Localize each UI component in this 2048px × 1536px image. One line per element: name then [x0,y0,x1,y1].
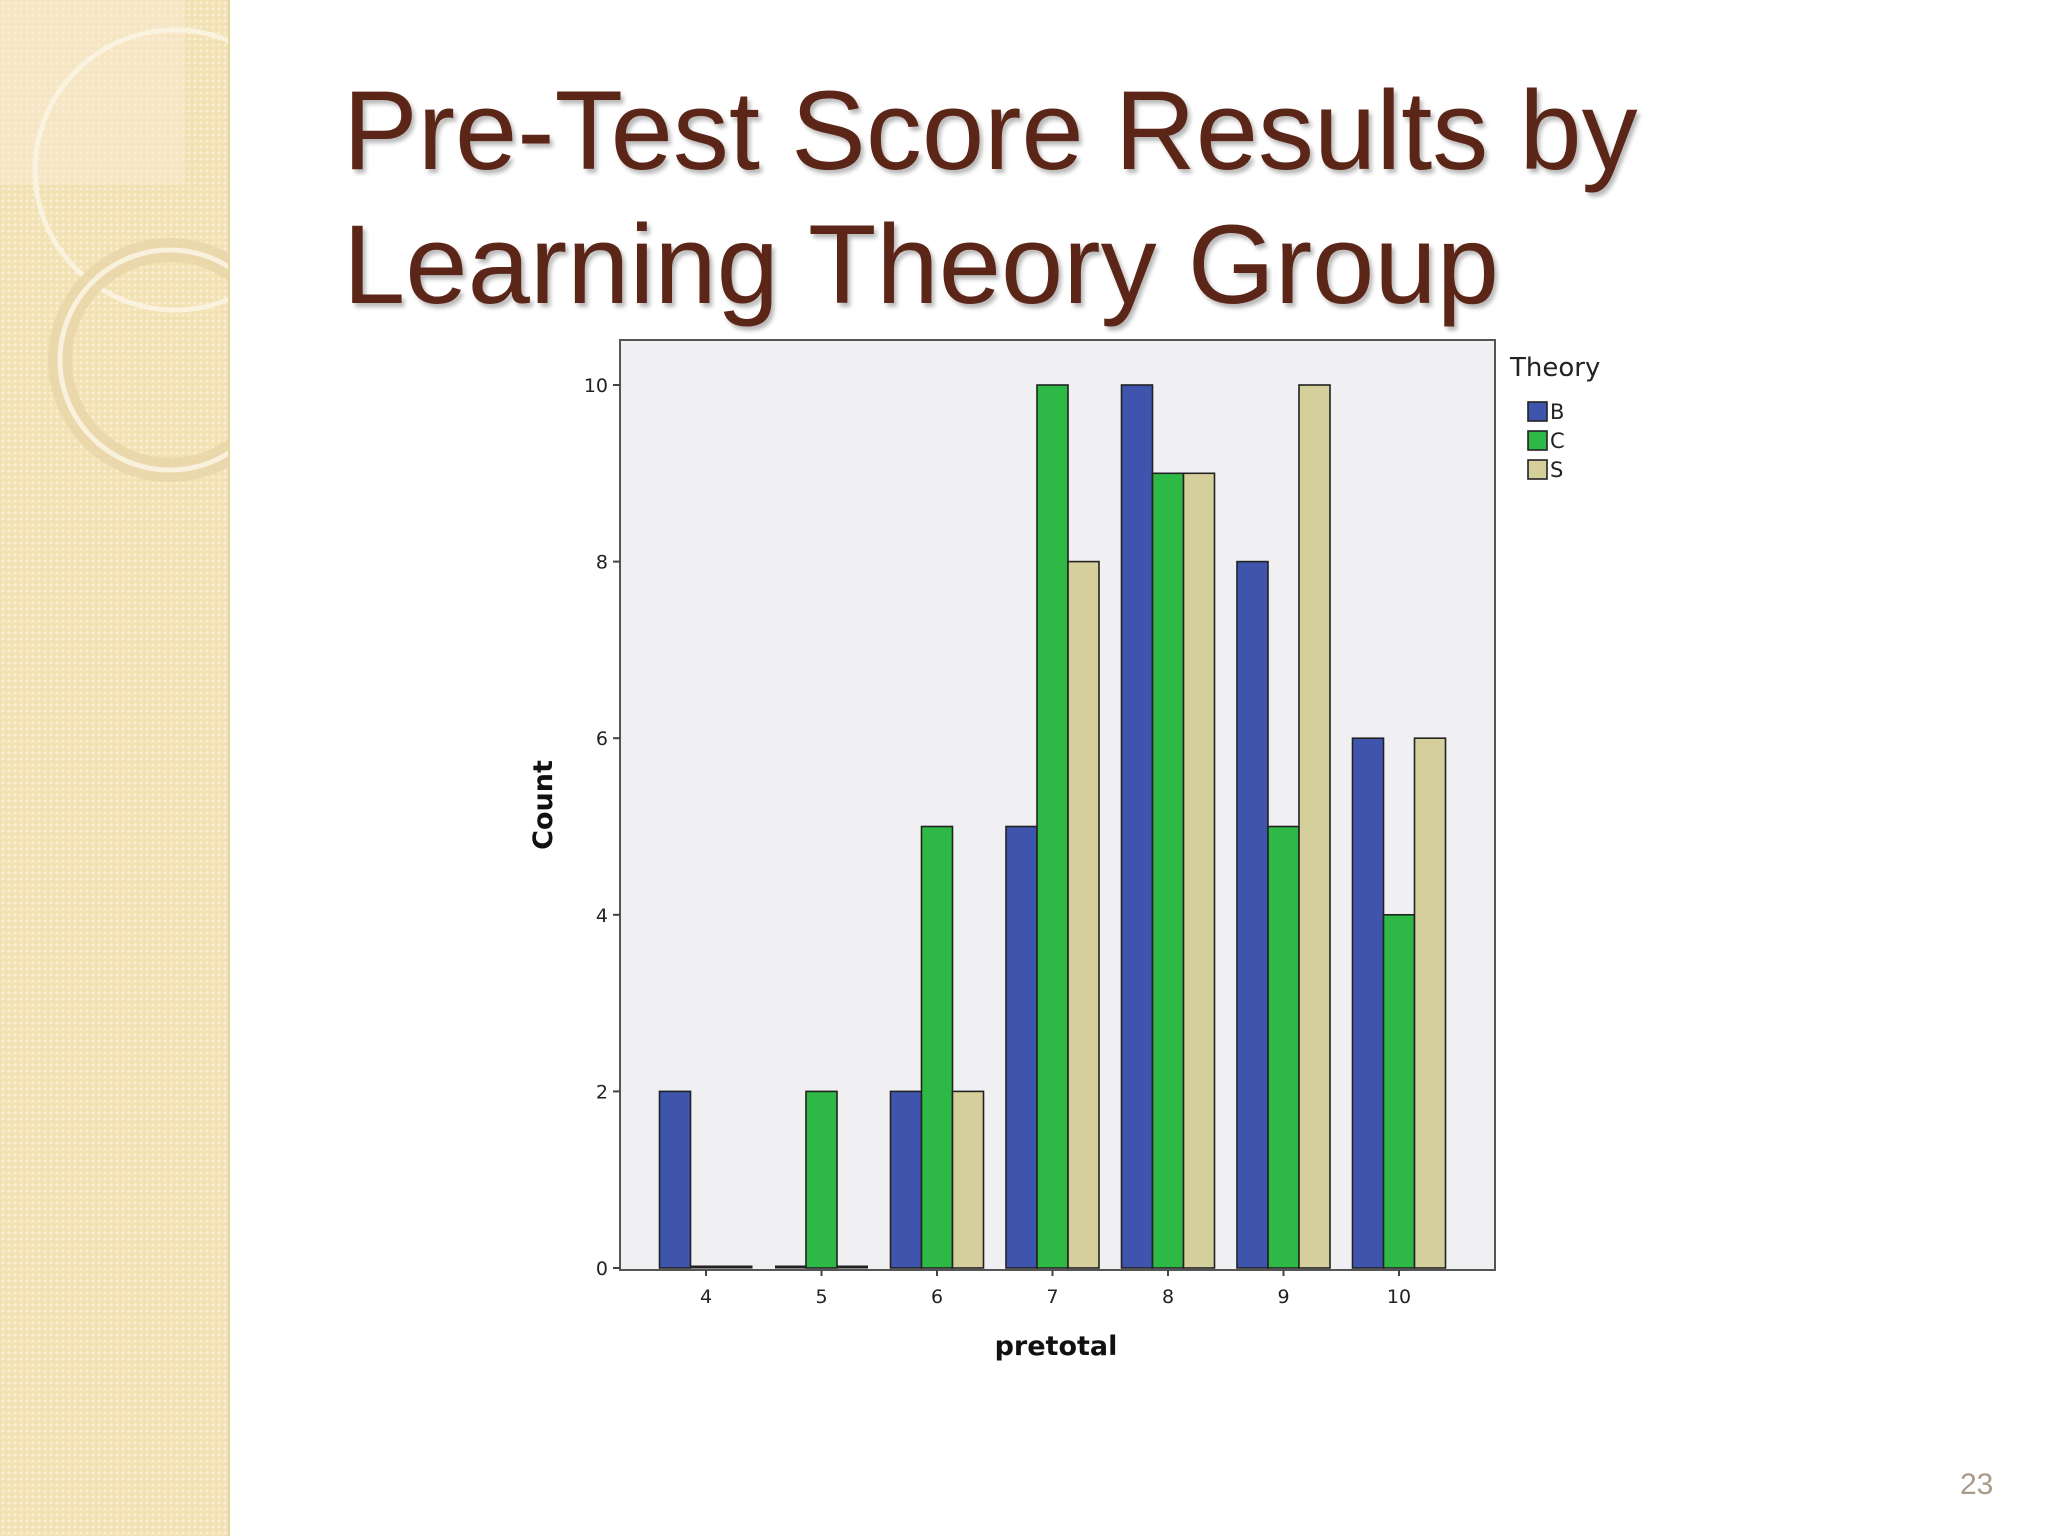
bar-s-9 [1298,384,1331,1269]
x-axis-title: pretotal [995,1331,1118,1362]
x-tick-label: 10 [1387,1286,1411,1308]
bar-s-10 [1413,737,1447,1269]
bar-c-5 [805,1090,838,1269]
bar-c-8 [1151,472,1185,1269]
bar-c-7 [1036,384,1069,1269]
legend-label-b: B [1550,400,1564,424]
y-axis: 0 2 4 6 8 10 [584,375,620,1280]
slide-title-line-2: Learning Theory Group [343,202,1499,327]
bar-b-9 [1236,560,1269,1269]
slide-title-line-1: Pre-Test Score Results by [343,68,1638,193]
legend-swatch-b [1527,401,1548,422]
x-axis: 4 5 6 7 8 9 10 [700,1270,1411,1308]
legend-swatch-c [1527,430,1548,451]
legend-swatch-s [1527,459,1548,480]
y-tick-label: 2 [596,1081,608,1103]
bar-s-6 [951,1090,985,1269]
slide-title: Pre-Test Score Results by Learning Theor… [343,64,1638,332]
bar-c-10 [1382,913,1416,1269]
bar-b-6 [889,1090,923,1269]
bar-c-6 [920,825,954,1269]
x-tick-label: 4 [700,1286,712,1308]
y-axis-title: Count [528,760,559,850]
legend-title: Theory [1509,353,1600,383]
x-tick-label: 7 [1046,1286,1058,1308]
x-tick-label: 8 [1162,1286,1174,1308]
bar-c-9 [1267,825,1300,1269]
bar-b-4 [658,1090,692,1269]
y-tick-label: 6 [596,728,608,750]
page-number: 23 [1960,1468,1994,1501]
bar-s-8 [1182,472,1216,1269]
y-tick-label: 4 [596,905,608,927]
y-tick-label: 8 [596,552,608,574]
x-tick-label: 9 [1277,1286,1289,1308]
bars-group [658,384,1447,1269]
pretotal-bar-chart: 0 2 4 6 8 10 4 5 6 7 8 9 10 Count pretotal Theory B… [528,339,1600,1362]
decorative-circles-graphic [0,0,228,482]
legend-label-s: S [1550,458,1563,482]
decorative-sidebar [0,0,230,1536]
y-tick-label: 0 [596,1258,608,1280]
x-tick-label: 6 [931,1286,943,1308]
y-tick-label: 10 [584,375,608,397]
bar-s-7 [1067,560,1100,1269]
x-tick-label: 5 [815,1286,827,1308]
bar-b-8 [1120,384,1154,1269]
legend-label-c: C [1550,429,1565,453]
legend: Theory BCS [1509,353,1600,482]
bar-b-7 [1005,825,1038,1269]
bar-b-10 [1351,737,1385,1269]
